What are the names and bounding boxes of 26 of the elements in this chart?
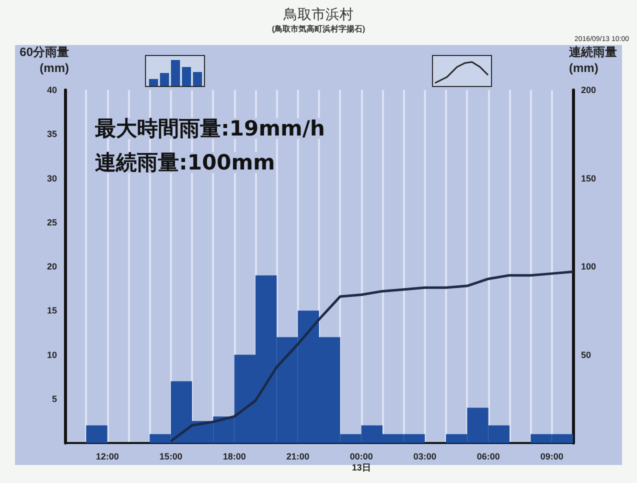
- y2-axis-title: 連続雨量 (mm): [568, 45, 617, 75]
- x-tick-label: 18:00: [222, 452, 246, 462]
- y-tick-label: 20: [46, 262, 57, 272]
- y-tick-label: 25: [46, 217, 57, 228]
- y2-tick-label: 150: [581, 173, 596, 184]
- y-tick-label: 10: [46, 350, 57, 360]
- y-tick-label: 40: [46, 85, 57, 95]
- x-tick-label: 21:00: [286, 452, 310, 462]
- y-tick-label: 5: [52, 394, 57, 404]
- y-tick-label: 30: [46, 173, 57, 184]
- y-axis-title: 60分雨量 (mm): [20, 45, 69, 75]
- y-tick-label: 35: [46, 129, 57, 140]
- x-tick-label: 03:00: [413, 452, 436, 462]
- x-tick-label: 09:00: [540, 452, 564, 462]
- x-tick-label: 12:00: [96, 452, 119, 462]
- chart-subtitle: (鳥取市気高町浜村字揚石): [272, 24, 366, 34]
- chart-title: 鳥取市浜村: [282, 6, 354, 22]
- x-tick-label: 06:00: [476, 452, 500, 462]
- y2-tick-label: 200: [581, 85, 596, 95]
- y-tick-label: 15: [46, 306, 57, 316]
- y2-tick-label: 50: [581, 350, 592, 360]
- x-tick-label: 00:00 13日: [350, 452, 373, 472]
- annotation: 連続雨量:100mm: [95, 150, 275, 174]
- annotation: 最大時間雨量:19mm/h: [94, 116, 326, 140]
- x-tick-label: 15:00: [159, 452, 182, 462]
- y2-tick-label: 100: [581, 262, 596, 272]
